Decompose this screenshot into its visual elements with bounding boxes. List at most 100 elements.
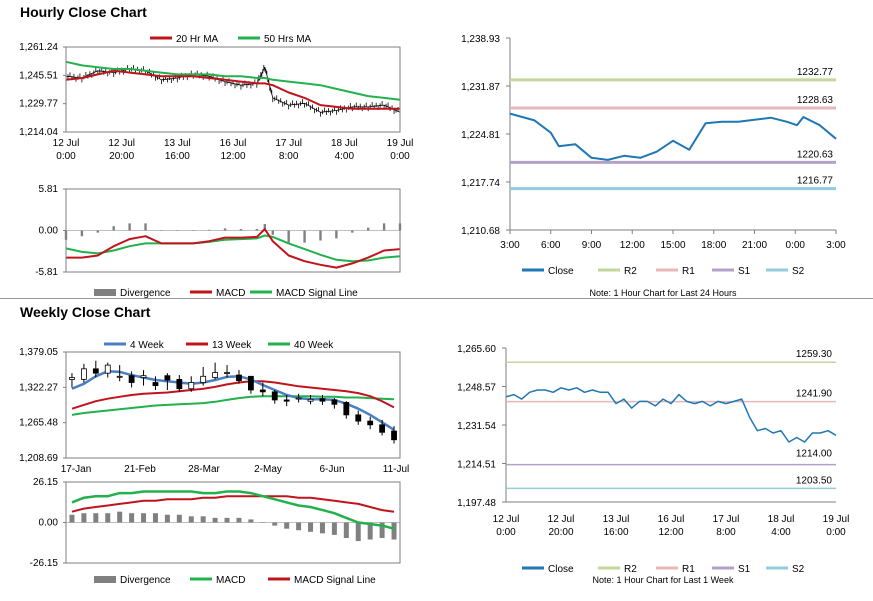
ma20-line xyxy=(65,69,400,110)
divergence-bar xyxy=(272,522,278,526)
x-tick-label: 18 Jul xyxy=(768,514,795,525)
divergence-bar xyxy=(96,230,100,233)
y-tick-label: 1,210.68 xyxy=(461,226,500,237)
legend-label: S1 xyxy=(738,564,751,575)
x-tick-label: 11-Jul xyxy=(383,464,410,474)
candle-body xyxy=(367,420,374,426)
x-tick-label: 6:00 xyxy=(541,240,561,251)
x-tick-label: 3:00 xyxy=(500,240,520,251)
x-tick-label: 19 Jul xyxy=(823,514,850,525)
legend-label: R1 xyxy=(682,564,695,575)
candle-body xyxy=(176,379,183,390)
ma4-line xyxy=(71,370,395,431)
x-tick-label: 0:00 xyxy=(786,240,806,251)
divergence-bar xyxy=(287,230,290,243)
x-tick-label: 13 Jul xyxy=(603,514,630,525)
ma13-line xyxy=(71,380,395,410)
hourly-section-title: Hourly Close Chart xyxy=(20,4,147,20)
chart-note: Note: 1 Hour Chart for Last 24 Hours xyxy=(589,288,737,298)
candle-body xyxy=(236,374,242,382)
candle-body xyxy=(69,377,75,380)
x-tick-label: 18:00 xyxy=(701,240,726,251)
candle-body xyxy=(152,382,159,387)
y-tick-label: 1,261.24 xyxy=(19,42,58,53)
candle-body xyxy=(164,375,171,381)
x-tick-label: 12 Jul xyxy=(493,514,520,525)
pivot-label-s2: 1203.50 xyxy=(796,475,833,486)
divergence-bar xyxy=(343,522,349,538)
y-tick-label: 1,229.77 xyxy=(19,99,58,110)
x-tick-label: 17 Jul xyxy=(275,138,302,149)
y-tick-label: 1,214.51 xyxy=(457,460,496,471)
candle-body xyxy=(343,402,350,416)
close-line xyxy=(505,387,837,443)
x-tick-label: 4:00 xyxy=(771,527,791,538)
hourly-price-chart: 20 Hr MA 50 Hrs MA 1,261.24 1,245.51 1,229.7… xyxy=(19,34,413,162)
y-tick-label: 1,265.60 xyxy=(457,344,496,355)
legend-label: 4 Week xyxy=(130,340,165,351)
divergence-bar xyxy=(141,513,147,523)
ma50-line xyxy=(65,60,401,101)
candle-body xyxy=(188,382,195,390)
divergence-bar xyxy=(160,230,163,231)
divergence-bar xyxy=(260,522,266,523)
pivot-label-s2: 1216.77 xyxy=(797,176,834,187)
signal-line xyxy=(71,495,395,513)
x-tick-label: 21-Feb xyxy=(124,464,156,474)
x-tick-label: 3:00 xyxy=(826,240,846,251)
pivot-label-r1: 1241.90 xyxy=(796,389,833,400)
divergence-bar xyxy=(248,519,254,523)
legend-label: MACD Signal Line xyxy=(294,575,376,586)
legend-label: S2 xyxy=(792,266,805,277)
candle-body xyxy=(391,430,397,441)
candle-body xyxy=(259,389,266,393)
weekly-section-title: Weekly Close Chart xyxy=(20,304,151,320)
y-tick-label: 1,224.81 xyxy=(461,130,500,141)
y-tick-label: 1,197.48 xyxy=(457,498,496,509)
divergence-bar xyxy=(192,230,195,231)
legend-label: Close xyxy=(548,266,574,277)
candle-body xyxy=(307,398,314,402)
pivot-label-s1: 1214.00 xyxy=(796,449,833,460)
legend-label: 20 Hr MA xyxy=(176,34,219,45)
divergence-bar xyxy=(152,513,158,523)
divergence-bar xyxy=(176,230,179,231)
divergence-bar xyxy=(351,230,354,233)
y-tick-label: 1,217.74 xyxy=(461,178,500,189)
divergence-bar xyxy=(207,229,211,231)
x-tick-label: 21:00 xyxy=(742,240,767,251)
candle-body xyxy=(355,414,362,422)
x-tick-label: 8:00 xyxy=(279,151,299,162)
x-tick-label: 12 Jul xyxy=(548,514,575,525)
chart-note: Note: 1 Hour Chart for Last 1 Week xyxy=(593,575,734,585)
divergence-bar xyxy=(81,513,87,523)
y-tick-label: -5.81 xyxy=(35,267,58,278)
divergence-bar xyxy=(112,226,115,231)
x-tick-label: 0:00 xyxy=(390,151,410,162)
section-divider xyxy=(0,298,873,299)
legend-label: Divergence xyxy=(120,575,171,586)
x-tick-label: 16 Jul xyxy=(220,138,247,149)
y-tick-label: 1,379.05 xyxy=(19,347,58,358)
divergence-bar xyxy=(255,229,259,231)
divergence-bar xyxy=(200,516,206,523)
close-line xyxy=(65,66,401,113)
divergence-bar xyxy=(382,223,386,231)
candle-body xyxy=(80,368,87,380)
x-tick-label: 13 Jul xyxy=(164,138,191,149)
legend-label: 40 Week xyxy=(294,340,334,351)
hourly-24h-chart: 1,238.93 1,231.87 1,224.81 1,217.74 1,210.68… xyxy=(461,34,846,298)
candle-body xyxy=(212,372,219,378)
x-tick-label: 6-Jun xyxy=(319,464,344,474)
divergence-bar xyxy=(236,517,242,523)
pivot-label-r2: 1259.30 xyxy=(796,349,833,360)
divergence-bar xyxy=(379,522,385,538)
divergence-bar xyxy=(212,517,218,523)
x-tick-label: 16:00 xyxy=(165,151,190,162)
divergence-bar xyxy=(80,230,84,237)
legend-label: MACD Signal Line xyxy=(276,288,358,298)
x-tick-label: 20:00 xyxy=(109,151,134,162)
divergence-bar xyxy=(355,522,361,542)
candle-body xyxy=(104,364,111,374)
candle-body xyxy=(331,399,338,405)
